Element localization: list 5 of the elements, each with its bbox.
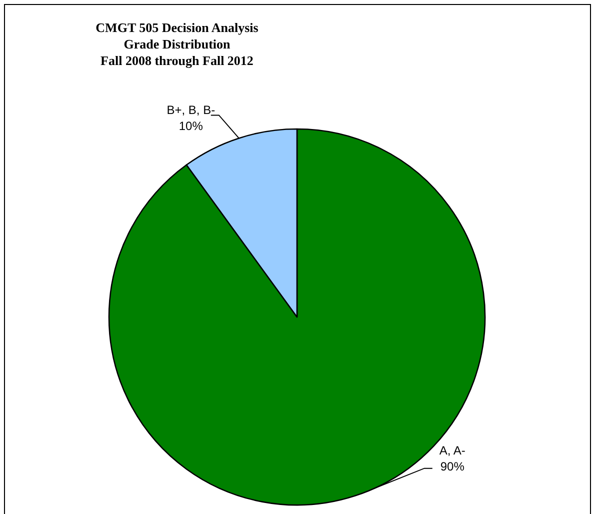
slice-label: B+, B, B- xyxy=(166,103,216,118)
data-label: 90% xyxy=(440,459,465,474)
chart-title: CMGT 505 Decision Analysis Grade Distribution Fall 2008 through Fall 2012 xyxy=(96,20,258,68)
slice-label: A, A- xyxy=(439,443,466,458)
data-label: 10% xyxy=(178,119,204,134)
